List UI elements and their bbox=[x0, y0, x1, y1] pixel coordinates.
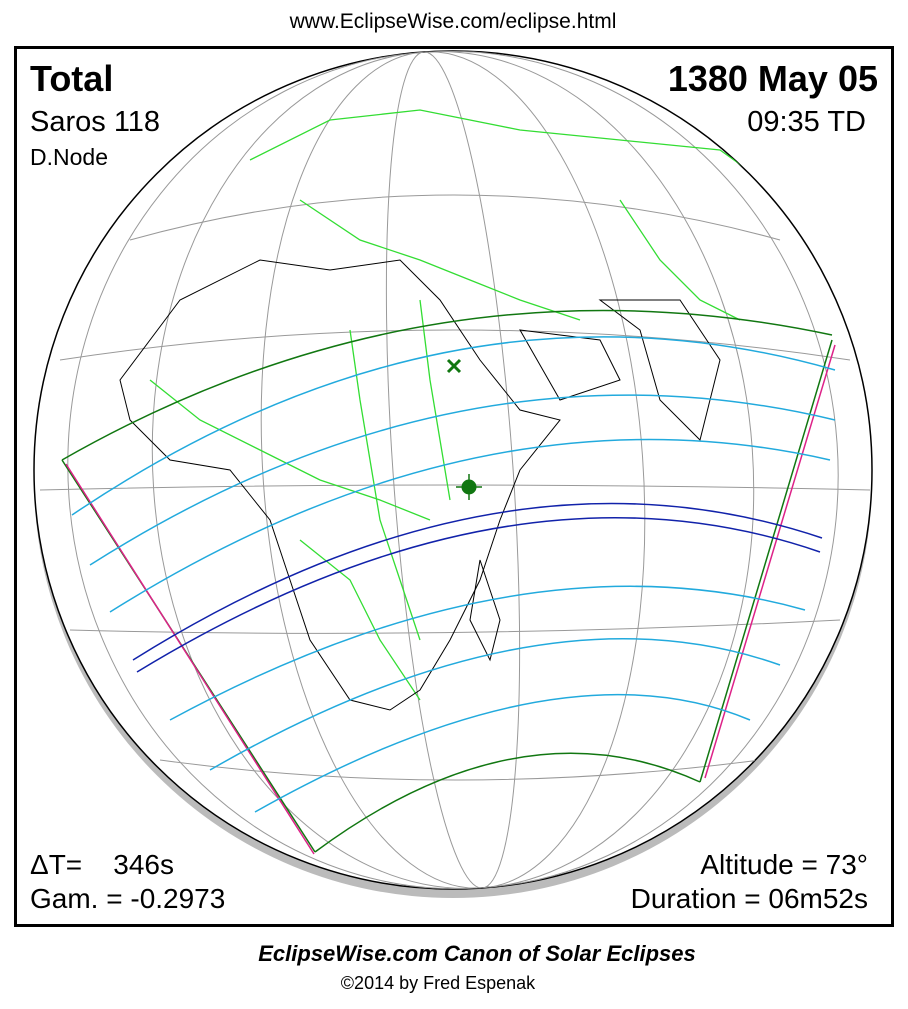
eclipse-markers bbox=[446, 358, 482, 500]
eclipse-paths bbox=[61, 309, 836, 855]
country-borders bbox=[149, 109, 791, 701]
footer-credit: ©2014 by Fred Espenak bbox=[341, 973, 536, 993]
eclipse-type: Total bbox=[30, 58, 113, 99]
eclipse-date: 1380 May 05 bbox=[668, 58, 878, 99]
altitude: Altitude = 73° bbox=[700, 849, 868, 880]
footer-title: EclipseWise.com Canon of Solar Eclipses bbox=[258, 941, 696, 966]
header-url: www.EclipseWise.com/eclipse.html bbox=[289, 10, 617, 33]
delta-t: ΔT= 346s bbox=[30, 849, 174, 880]
saros: Saros 118 bbox=[30, 106, 160, 138]
duration: Duration = 06m52s bbox=[631, 883, 868, 914]
globe bbox=[33, 50, 873, 898]
eclipse-time: 09:35 TD bbox=[747, 106, 866, 138]
node: D.Node bbox=[30, 144, 108, 170]
globe-disc bbox=[33, 50, 873, 890]
gamma: Gam. = -0.2973 bbox=[30, 883, 225, 914]
